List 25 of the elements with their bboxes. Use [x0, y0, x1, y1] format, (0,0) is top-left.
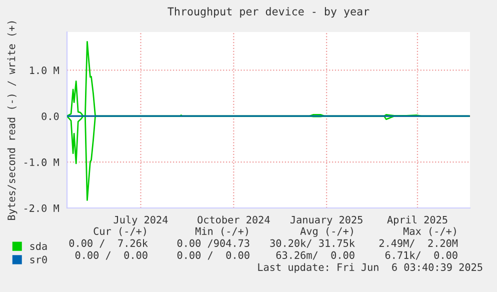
text: Last update: Fri Jun 6 03:40:39 2025: [258, 263, 482, 273]
x-tick-label: April 2025: [387, 216, 448, 226]
chart-title: Throughput per device - by year: [168, 7, 370, 18]
text: Avg (-/+): [300, 227, 353, 237]
text: 0.00 /904.73: [177, 239, 250, 248]
text: Cur (-/+): [94, 227, 146, 236]
y-tick-label: -1.0 M: [24, 158, 59, 166]
text: Max (-/+): [403, 227, 456, 236]
text: Min (-/+): [195, 227, 248, 236]
legend-label: sr0: [30, 256, 47, 264]
y-tick-label: 1.0 M: [30, 66, 59, 74]
x-tick-label: October 2024: [198, 216, 270, 224]
text: 0.00 / 0.00: [177, 251, 250, 260]
text: 0.00 / 7.26k: [69, 239, 148, 248]
legend-label: sda: [30, 242, 47, 250]
text: 0.00 / 0.00: [75, 251, 148, 260]
x-tick-label: July 2024: [114, 216, 168, 226]
text: 63.26m/ 0.00: [276, 251, 354, 260]
y-axis-title: Bytes/second read (-) / write (+): [7, 21, 18, 220]
text: 30.20k/ 31.75k: [270, 239, 355, 248]
text: 6.71k/ 0.00: [385, 251, 458, 260]
y-tick-label: -2.0 M: [24, 204, 59, 212]
x-tick-label: January 2025: [290, 216, 362, 226]
text: 2.49M/ 2.20M: [379, 239, 458, 248]
y-tick-label: 0.0: [42, 112, 59, 120]
